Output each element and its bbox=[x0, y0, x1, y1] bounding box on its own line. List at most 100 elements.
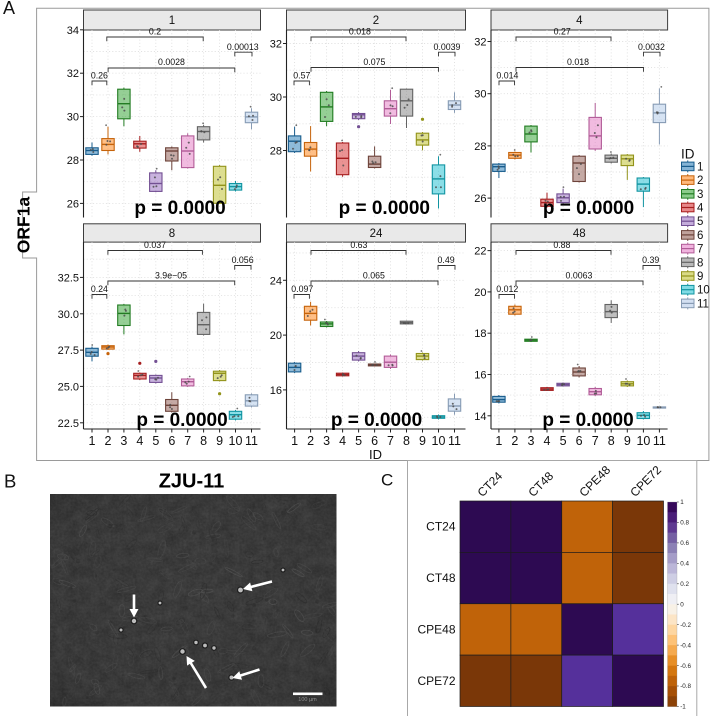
svg-text:0.8: 0.8 bbox=[680, 520, 689, 527]
svg-text:1: 1 bbox=[680, 499, 684, 506]
svg-text:0.0039: 0.0039 bbox=[434, 42, 461, 52]
svg-text:24: 24 bbox=[370, 228, 383, 240]
svg-text:5: 5 bbox=[355, 434, 362, 448]
svg-text:0.065: 0.065 bbox=[363, 271, 385, 281]
svg-text:1: 1 bbox=[291, 434, 298, 448]
svg-text:7: 7 bbox=[697, 244, 703, 256]
svg-text:22: 22 bbox=[474, 246, 486, 258]
svg-text:0.014: 0.014 bbox=[496, 71, 518, 81]
svg-text:CT24: CT24 bbox=[475, 469, 506, 500]
svg-text:9: 9 bbox=[216, 434, 223, 448]
svg-text:3: 3 bbox=[120, 434, 127, 448]
svg-text:0.57: 0.57 bbox=[293, 71, 310, 81]
svg-text:7: 7 bbox=[592, 434, 599, 448]
svg-text:8: 8 bbox=[200, 434, 207, 448]
svg-text:32: 32 bbox=[67, 68, 79, 80]
svg-text:11: 11 bbox=[697, 298, 709, 310]
svg-text:10: 10 bbox=[636, 434, 650, 448]
svg-text:24: 24 bbox=[270, 275, 282, 287]
svg-text:-0.6: -0.6 bbox=[680, 663, 691, 670]
svg-text:16: 16 bbox=[474, 370, 486, 382]
svg-text:9: 9 bbox=[697, 271, 703, 283]
svg-text:p = 0.0000: p = 0.0000 bbox=[339, 198, 430, 219]
svg-text:25.0: 25.0 bbox=[58, 381, 79, 393]
svg-text:2: 2 bbox=[307, 434, 314, 448]
svg-text:1: 1 bbox=[89, 434, 96, 448]
svg-text:32.5: 32.5 bbox=[58, 272, 79, 284]
svg-text:11: 11 bbox=[653, 434, 666, 448]
svg-text:11: 11 bbox=[448, 434, 461, 448]
svg-text:0.097: 0.097 bbox=[291, 284, 313, 294]
svg-text:18: 18 bbox=[474, 328, 486, 340]
svg-text:32: 32 bbox=[474, 37, 486, 49]
svg-text:0.49: 0.49 bbox=[438, 255, 455, 265]
svg-text:1: 1 bbox=[697, 161, 703, 173]
svg-text:A: A bbox=[3, 0, 15, 18]
svg-text:28: 28 bbox=[270, 146, 282, 158]
svg-text:0.018: 0.018 bbox=[567, 57, 589, 67]
svg-text:p = 0.0000: p = 0.0000 bbox=[331, 410, 422, 431]
svg-text:2: 2 bbox=[373, 15, 379, 27]
svg-text:7: 7 bbox=[387, 434, 394, 448]
svg-text:0.075: 0.075 bbox=[363, 57, 385, 67]
svg-text:-0.8: -0.8 bbox=[680, 683, 691, 690]
svg-text:0.012: 0.012 bbox=[496, 284, 518, 294]
svg-text:30: 30 bbox=[474, 89, 486, 101]
svg-text:0.2: 0.2 bbox=[149, 27, 161, 37]
svg-text:100 µm: 100 µm bbox=[298, 697, 317, 703]
svg-text:32: 32 bbox=[270, 39, 282, 51]
svg-text:4: 4 bbox=[576, 15, 583, 27]
svg-text:26: 26 bbox=[67, 198, 79, 210]
svg-text:0.88: 0.88 bbox=[553, 240, 570, 250]
svg-text:CPE48: CPE48 bbox=[417, 622, 455, 636]
svg-text:0.056: 0.056 bbox=[232, 255, 254, 265]
svg-text:1: 1 bbox=[169, 15, 175, 27]
svg-text:0.63: 0.63 bbox=[350, 240, 367, 250]
svg-text:0.26: 0.26 bbox=[91, 71, 108, 81]
svg-text:0.39: 0.39 bbox=[642, 255, 659, 265]
svg-text:3: 3 bbox=[697, 189, 703, 201]
svg-text:5: 5 bbox=[697, 216, 703, 228]
svg-text:10: 10 bbox=[229, 434, 243, 448]
svg-text:2: 2 bbox=[105, 434, 112, 448]
svg-text:CT48: CT48 bbox=[426, 571, 456, 585]
svg-text:CT24: CT24 bbox=[426, 520, 456, 534]
svg-text:2: 2 bbox=[511, 434, 518, 448]
svg-text:0.27: 0.27 bbox=[554, 27, 571, 37]
svg-text:0.4: 0.4 bbox=[680, 561, 689, 568]
svg-text:7: 7 bbox=[184, 434, 191, 448]
svg-text:ID: ID bbox=[369, 447, 382, 462]
svg-text:0.2: 0.2 bbox=[680, 581, 689, 588]
svg-text:5: 5 bbox=[560, 434, 567, 448]
svg-text:30.0: 30.0 bbox=[58, 309, 79, 321]
svg-text:4: 4 bbox=[697, 203, 704, 215]
svg-text:16: 16 bbox=[270, 385, 282, 397]
svg-text:10: 10 bbox=[697, 285, 710, 297]
svg-text:8: 8 bbox=[169, 228, 175, 240]
svg-text:10: 10 bbox=[432, 434, 446, 448]
svg-text:0.0032: 0.0032 bbox=[638, 42, 665, 52]
svg-text:4: 4 bbox=[136, 434, 143, 448]
svg-text:CPE48: CPE48 bbox=[576, 463, 613, 500]
svg-text:3.9e−05: 3.9e−05 bbox=[155, 271, 187, 281]
svg-text:1: 1 bbox=[495, 434, 502, 448]
svg-text:0.037: 0.037 bbox=[144, 240, 166, 250]
svg-text:3: 3 bbox=[528, 434, 535, 448]
svg-text:9: 9 bbox=[624, 434, 631, 448]
svg-text:0.0028: 0.0028 bbox=[158, 57, 185, 67]
svg-text:14: 14 bbox=[474, 411, 486, 423]
svg-text:30: 30 bbox=[67, 112, 79, 124]
svg-text:C: C bbox=[381, 471, 393, 490]
svg-text:3: 3 bbox=[323, 434, 330, 448]
svg-text:11: 11 bbox=[245, 434, 258, 448]
svg-text:8: 8 bbox=[697, 257, 703, 269]
svg-text:ORF1a: ORF1a bbox=[14, 197, 34, 254]
svg-text:ID: ID bbox=[681, 147, 695, 162]
svg-text:-0.2: -0.2 bbox=[680, 622, 691, 629]
svg-text:-1: -1 bbox=[680, 704, 686, 711]
svg-text:28: 28 bbox=[67, 155, 79, 167]
svg-text:ZJU-11: ZJU-11 bbox=[159, 471, 225, 493]
svg-text:22.5: 22.5 bbox=[58, 418, 79, 430]
svg-text:p = 0.0000: p = 0.0000 bbox=[134, 198, 225, 219]
svg-text:p = 0.0000: p = 0.0000 bbox=[136, 410, 227, 431]
